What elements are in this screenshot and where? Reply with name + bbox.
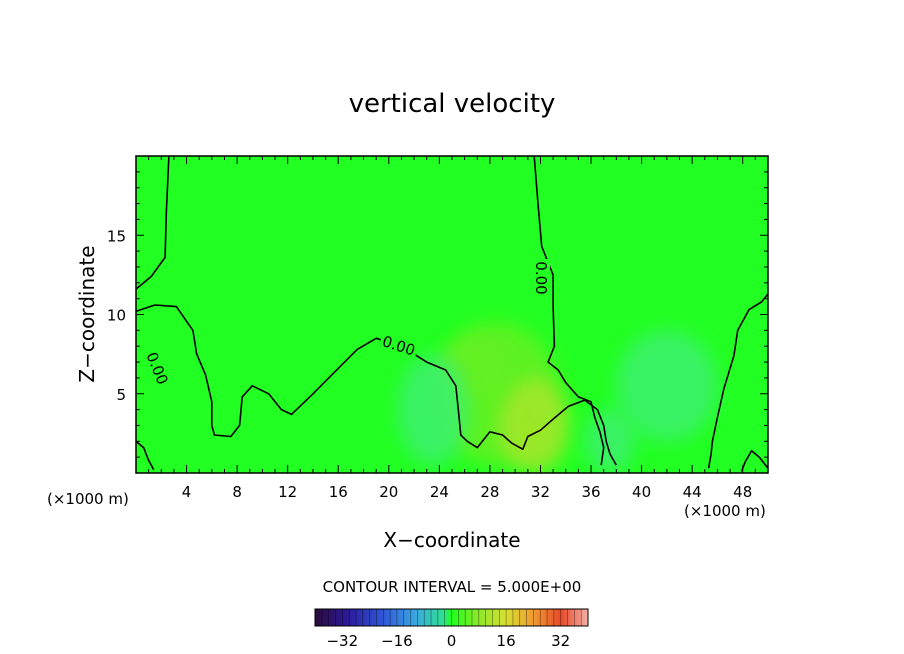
x-tick-label: 40	[632, 483, 651, 501]
field-anomalies	[397, 322, 718, 473]
colorbar-tick-label: 0	[447, 632, 457, 650]
x-tick-label: 16	[329, 483, 348, 501]
y-tick-labels: 5 10 15	[107, 227, 126, 404]
field-anomaly	[397, 354, 469, 466]
x-tick-label: 8	[232, 483, 242, 501]
colorbar-tick-label: 16	[497, 632, 516, 650]
zero-contour-line	[707, 293, 768, 469]
x-tick-label: 20	[379, 483, 398, 501]
x-tick-label: 36	[581, 483, 600, 501]
colorbar-tick-label: 32	[551, 632, 570, 650]
colorbar-segments	[321, 609, 582, 626]
y-tick-label: 10	[107, 307, 126, 325]
x-axis-label: X−coordinate	[383, 528, 520, 552]
x-tick-label: 4	[182, 483, 192, 501]
zero-contour-line	[533, 156, 605, 466]
x-tick-label: 44	[683, 483, 702, 501]
colorbar: −32 −16 0 16 32	[314, 608, 589, 650]
y-tick-label: 5	[116, 386, 126, 404]
x-tick-label: 24	[430, 483, 449, 501]
plot-frame	[135, 155, 769, 474]
x-tick-label: 28	[480, 483, 499, 501]
x-tick-label: 32	[531, 483, 550, 501]
field-anomaly	[498, 377, 570, 473]
x-unit-left: (×1000 m)	[47, 490, 129, 508]
x-unit-right: (×1000 m)	[684, 502, 766, 520]
colorbar-tick-label: −32	[326, 632, 358, 650]
zero-contour-line	[740, 450, 768, 472]
field-anomaly	[584, 409, 636, 473]
y-axis-label: Z−coordinate	[75, 245, 99, 382]
field-anomaly	[616, 330, 718, 442]
zero-contour-line	[136, 440, 155, 471]
zero-contour-line	[136, 156, 170, 290]
chart-title: vertical velocity	[349, 89, 556, 119]
contour-label: 0.00	[532, 261, 550, 294]
contour-interval-text: CONTOUR INTERVAL = 5.000E+00	[323, 578, 582, 596]
colorbar-tick-labels: −32 −16 0 16 32	[326, 632, 570, 650]
plot-area: 0.00 0.00 0.00	[135, 155, 769, 474]
x-tick-label: 48	[733, 483, 752, 501]
x-tick-label: 12	[278, 483, 297, 501]
x-tick-labels: 4 8 12 16 20 24 28 32 36 40 44 48	[182, 483, 752, 501]
colorbar-tick-label: −16	[381, 632, 413, 650]
y-tick-label: 15	[107, 227, 126, 245]
